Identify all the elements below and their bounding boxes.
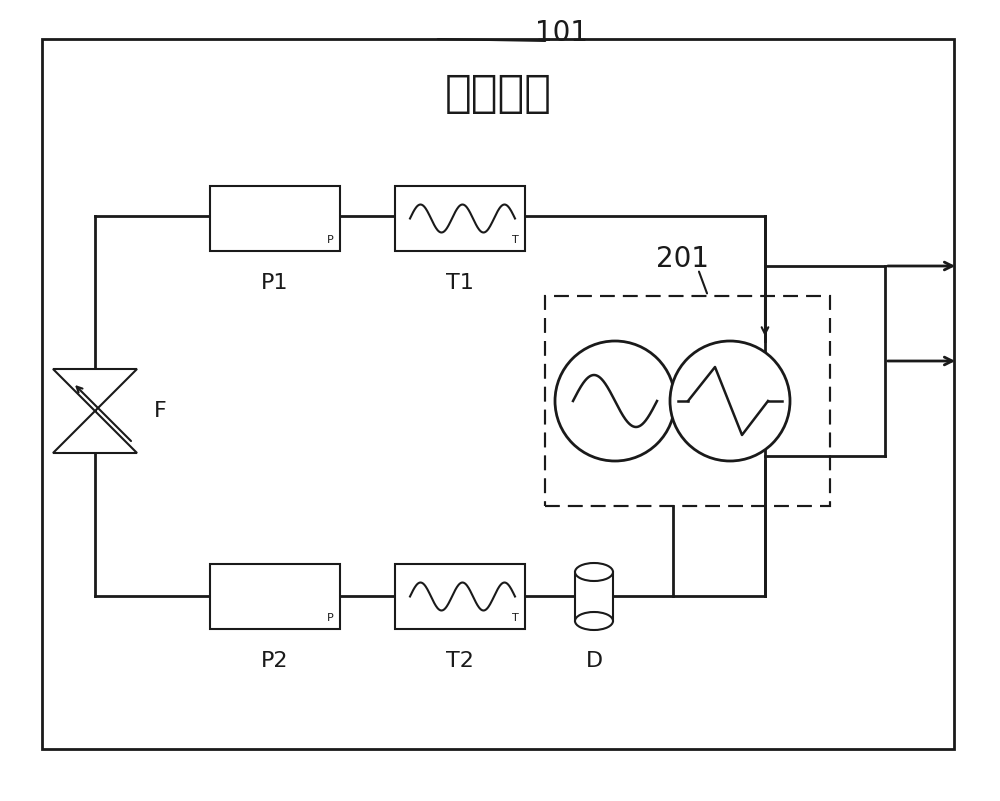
Text: T: T xyxy=(512,613,519,623)
Bar xyxy=(545,296,830,506)
Bar xyxy=(42,39,954,749)
Text: T1: T1 xyxy=(446,273,474,293)
Text: P1: P1 xyxy=(261,273,289,293)
Text: D: D xyxy=(585,651,603,671)
Bar xyxy=(210,564,340,629)
Ellipse shape xyxy=(575,563,613,581)
Text: T2: T2 xyxy=(446,651,474,671)
Circle shape xyxy=(670,341,790,461)
Bar xyxy=(545,296,830,506)
Text: P2: P2 xyxy=(261,651,289,671)
Text: T: T xyxy=(512,235,519,245)
Text: 101: 101 xyxy=(536,19,588,47)
Bar xyxy=(395,186,525,251)
Bar xyxy=(575,572,613,621)
Text: F: F xyxy=(154,401,166,421)
Text: 水冷单元: 水冷单元 xyxy=(445,73,552,115)
Circle shape xyxy=(555,341,675,461)
Bar xyxy=(210,186,340,251)
Polygon shape xyxy=(53,411,137,453)
Text: P: P xyxy=(327,235,334,245)
Text: 201: 201 xyxy=(656,245,708,273)
Ellipse shape xyxy=(575,612,613,630)
Text: P: P xyxy=(327,613,334,623)
Bar xyxy=(395,564,525,629)
Polygon shape xyxy=(53,369,137,411)
